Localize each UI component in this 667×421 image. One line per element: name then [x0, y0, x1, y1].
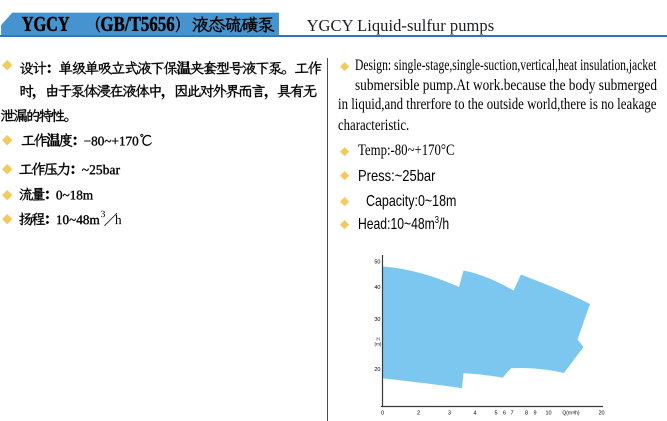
svg-text:9: 9	[533, 411, 536, 417]
svg-text:20: 20	[374, 367, 380, 373]
svg-text:50: 50	[374, 260, 380, 266]
svg-text:2: 2	[417, 411, 420, 417]
svg-text:20: 20	[598, 411, 604, 417]
svg-text:6: 6	[503, 411, 506, 417]
svg-text:(m): (m)	[375, 342, 382, 347]
svg-text:10: 10	[545, 411, 551, 417]
svg-text:0: 0	[381, 411, 384, 417]
svg-text:40: 40	[374, 285, 380, 291]
svg-text:8: 8	[525, 411, 528, 417]
svg-text:H: H	[376, 337, 379, 342]
svg-text:30: 30	[374, 317, 380, 323]
svg-text:3: 3	[448, 411, 451, 417]
svg-text:5: 5	[494, 411, 497, 417]
svg-text:7: 7	[510, 411, 513, 417]
svg-text:4: 4	[473, 411, 476, 417]
svg-text:Q(m³/h): Q(m³/h)	[562, 411, 580, 417]
